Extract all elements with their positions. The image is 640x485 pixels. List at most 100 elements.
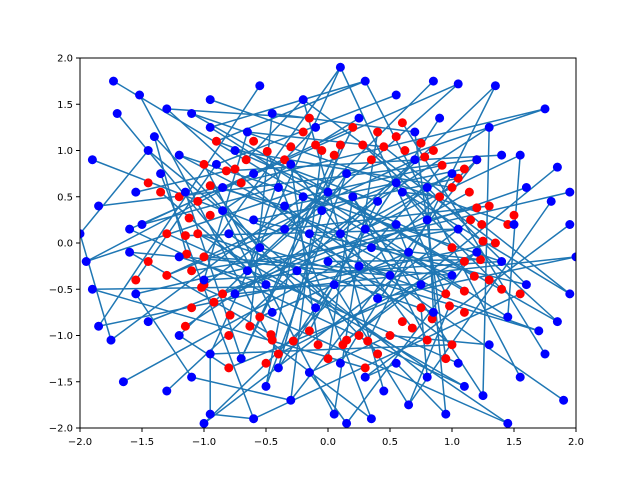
red-point (441, 354, 451, 364)
blue-point (416, 280, 426, 290)
connection-line (507, 155, 521, 318)
blue-point (472, 247, 482, 257)
red-point (261, 358, 271, 368)
red-point (193, 229, 203, 239)
blue-points-series (80, 62, 576, 428)
blue-point (180, 187, 190, 197)
blue-point (459, 381, 469, 391)
connection-line (201, 191, 329, 288)
y-tick-label: 0.5 (57, 192, 73, 203)
blue-point (490, 81, 500, 91)
red-point (478, 236, 488, 246)
red-point (335, 140, 345, 150)
y-tick-label: 1.0 (57, 146, 73, 157)
blue-point (249, 169, 259, 179)
connection-line (401, 122, 546, 355)
blue-point (404, 400, 414, 410)
red-point (466, 215, 476, 225)
red-point (363, 336, 373, 346)
connection-line (92, 283, 422, 290)
y-axis-ticks: −2.0 −1.5 −1.0 −0.5 0.0 0.5 1.0 1.5 2.0 (49, 54, 80, 435)
blue-point (261, 280, 271, 290)
blue-point (521, 183, 531, 192)
red-point (255, 312, 265, 322)
red-point (422, 335, 432, 345)
red-point (221, 166, 231, 176)
blue-point (149, 132, 159, 142)
red-point (453, 173, 463, 183)
blue-point (80, 229, 85, 239)
red-point (236, 178, 246, 188)
red-point (143, 257, 153, 266)
red-point (184, 213, 194, 223)
blue-point (441, 409, 451, 419)
red-point (329, 150, 339, 160)
x-tick-label: 2.0 (568, 437, 584, 448)
blue-point (156, 169, 166, 179)
connection-line (321, 173, 348, 212)
red-point (509, 210, 519, 220)
connection-line (345, 240, 484, 424)
blue-point (94, 201, 104, 211)
blue-point (87, 155, 97, 165)
blue-point (108, 76, 118, 86)
connection-line (153, 136, 317, 309)
blue-point (410, 155, 420, 165)
red-point (225, 310, 235, 320)
red-point (182, 249, 192, 259)
blue-point (447, 270, 457, 280)
red-point (484, 275, 494, 285)
red-point (360, 363, 370, 373)
red-point (288, 336, 298, 346)
blue-point (540, 349, 550, 359)
red-point (358, 140, 368, 150)
blue-point (280, 201, 290, 211)
red-point (400, 146, 410, 155)
red-point (180, 321, 190, 331)
connection-line (402, 191, 440, 198)
red-point (224, 331, 234, 340)
blue-point (391, 178, 401, 188)
connection-line (97, 85, 261, 327)
red-point (342, 335, 352, 345)
blue-point (106, 335, 116, 345)
x-tick-label: 0.5 (382, 437, 398, 448)
blue-point (137, 220, 147, 229)
connection-line (290, 164, 319, 345)
blue-point (230, 289, 240, 299)
red-point (447, 243, 457, 253)
blue-point (354, 113, 364, 123)
blue-point (174, 331, 184, 340)
red-point (416, 138, 426, 148)
blue-point (199, 418, 209, 428)
y-tick-label: −0.5 (49, 285, 73, 296)
blue-point (521, 280, 531, 290)
red-points-series (131, 113, 525, 373)
blue-point (472, 155, 482, 165)
red-point (464, 187, 474, 197)
red-point (459, 257, 469, 266)
red-point (366, 155, 376, 165)
connection-line (259, 246, 540, 332)
blue-point (242, 266, 252, 276)
blue-point (125, 224, 135, 234)
red-point (245, 321, 255, 331)
blue-point (162, 386, 172, 396)
connection-line (327, 258, 481, 263)
red-point (224, 363, 234, 373)
connection-line (407, 305, 451, 406)
blue-point (242, 127, 252, 137)
connection-line (210, 413, 254, 420)
blue-point (298, 192, 308, 202)
blue-point (565, 187, 575, 197)
red-point (249, 136, 259, 146)
blue-point (205, 122, 215, 132)
red-point (162, 270, 172, 280)
red-point (420, 152, 430, 162)
blue-point (552, 162, 562, 172)
connection-line (135, 191, 570, 295)
red-point (515, 289, 525, 299)
red-point (397, 118, 407, 128)
blue-point (342, 169, 352, 179)
